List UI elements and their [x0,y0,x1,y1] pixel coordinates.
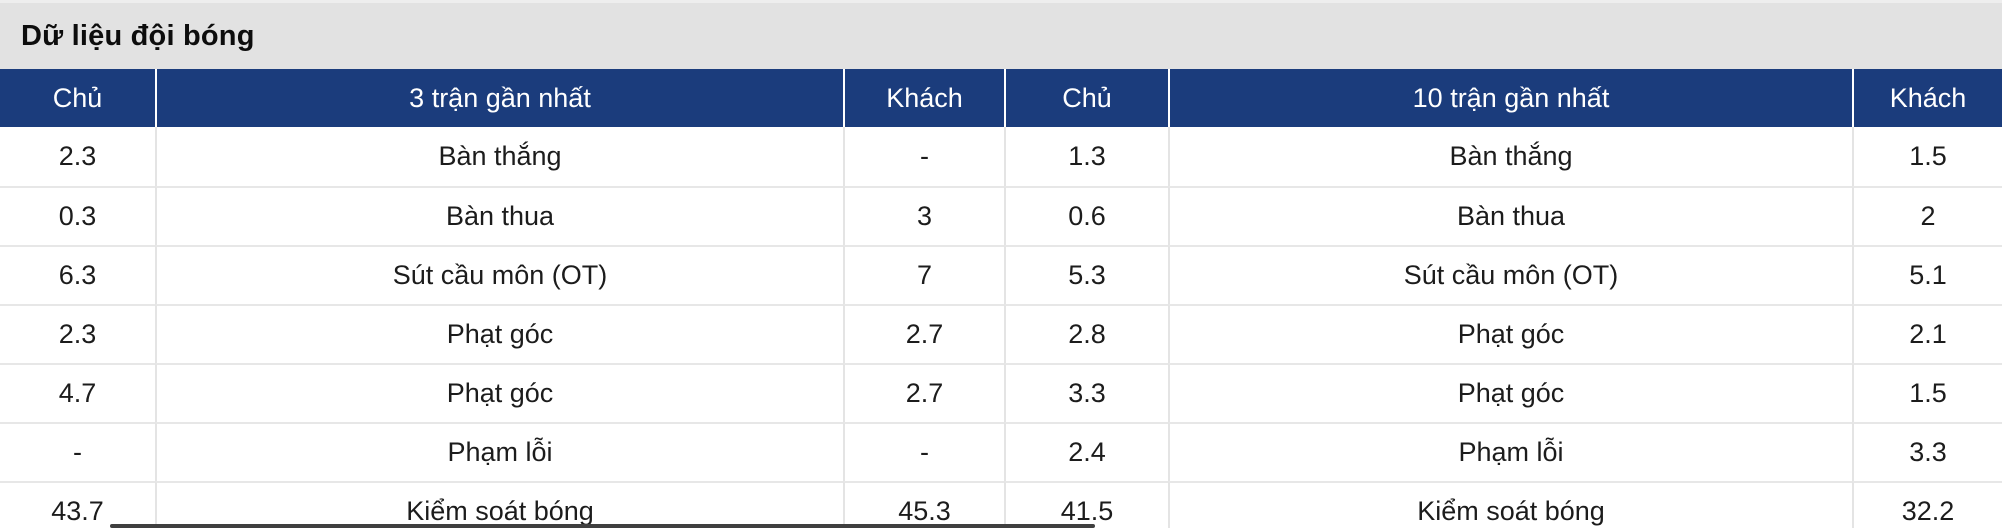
stat-value: 32.2 [1852,481,2002,528]
table-row-goals-scored: 2.3 Bàn thắng - 1.3 Bàn thắng 1.5 [0,127,2002,186]
stat-label: Phạt góc [155,363,843,422]
stat-label: Sút cầu môn (OT) [155,245,843,304]
stat-value: 7 [843,245,1004,304]
stat-value: 43.7 [0,481,155,528]
stat-value: 6.3 [0,245,155,304]
stat-value: 45.3 [843,481,1004,528]
stat-value: 2.7 [843,304,1004,363]
stat-value: 2.3 [0,127,155,186]
stat-value: 5.1 [1852,245,2002,304]
stat-label: Phạm lỗi [1168,422,1852,481]
table-row-possession: 43.7 Kiểm soát bóng 45.3 41.5 Kiểm soát … [0,481,2002,528]
stat-value: - [0,422,155,481]
stat-label: Kiểm soát bóng [155,481,843,528]
stat-label: Phạt góc [1168,363,1852,422]
stat-value: 1.5 [1852,363,2002,422]
stat-value: 2.4 [1004,422,1168,481]
header-stat-last-10: 10 trận gần nhất [1168,69,1852,127]
stat-value: 5.3 [1004,245,1168,304]
stat-label: Kiểm soát bóng [1168,481,1852,528]
stat-value: 2.1 [1852,304,2002,363]
table-row-corners-1: 2.3 Phạt góc 2.7 2.8 Phạt góc 2.1 [0,304,2002,363]
header-home-3: Chủ [0,69,155,127]
stat-value: 3.3 [1004,363,1168,422]
stat-label: Bàn thắng [155,127,843,186]
stat-label: Bàn thua [155,186,843,245]
stat-value: 0.3 [0,186,155,245]
stat-value: 3.3 [1852,422,2002,481]
header-home-10: Chủ [1004,69,1168,127]
stat-value: 2.3 [0,304,155,363]
header-away-10: Khách [1852,69,2002,127]
stat-value: 41.5 [1004,481,1168,528]
stat-label: Sút cầu môn (OT) [1168,245,1852,304]
horizontal-scrollbar-thumb[interactable] [110,524,1095,528]
table-header-row: Chủ 3 trận gần nhất Khách Chủ 10 trận gầ… [0,69,2002,127]
stat-label: Phạm lỗi [155,422,843,481]
stat-label: Phạt góc [1168,304,1852,363]
table-row-corners-2: 4.7 Phạt góc 2.7 3.3 Phạt góc 1.5 [0,363,2002,422]
stat-value: 3 [843,186,1004,245]
title-bar: Dữ liệu đội bóng [0,0,2002,69]
stat-label: Bàn thắng [1168,127,1852,186]
stat-value: 0.6 [1004,186,1168,245]
stat-value: 1.5 [1852,127,2002,186]
stat-value: 2 [1852,186,2002,245]
table-row-fouls: - Phạm lỗi - 2.4 Phạm lỗi 3.3 [0,422,2002,481]
header-away-3: Khách [843,69,1004,127]
stat-value: 2.7 [843,363,1004,422]
page-title: Dữ liệu đội bóng [21,19,255,52]
stat-label: Phạt góc [155,304,843,363]
table-row-shots-on-target: 6.3 Sút cầu môn (OT) 7 5.3 Sút cầu môn (… [0,245,2002,304]
stat-value: 4.7 [0,363,155,422]
header-stat-last-3: 3 trận gần nhất [155,69,843,127]
stat-label: Bàn thua [1168,186,1852,245]
table-row-goals-conceded: 0.3 Bàn thua 3 0.6 Bàn thua 2 [0,186,2002,245]
stat-value: 1.3 [1004,127,1168,186]
stat-value: - [843,127,1004,186]
stat-value: - [843,422,1004,481]
stat-value: 2.8 [1004,304,1168,363]
